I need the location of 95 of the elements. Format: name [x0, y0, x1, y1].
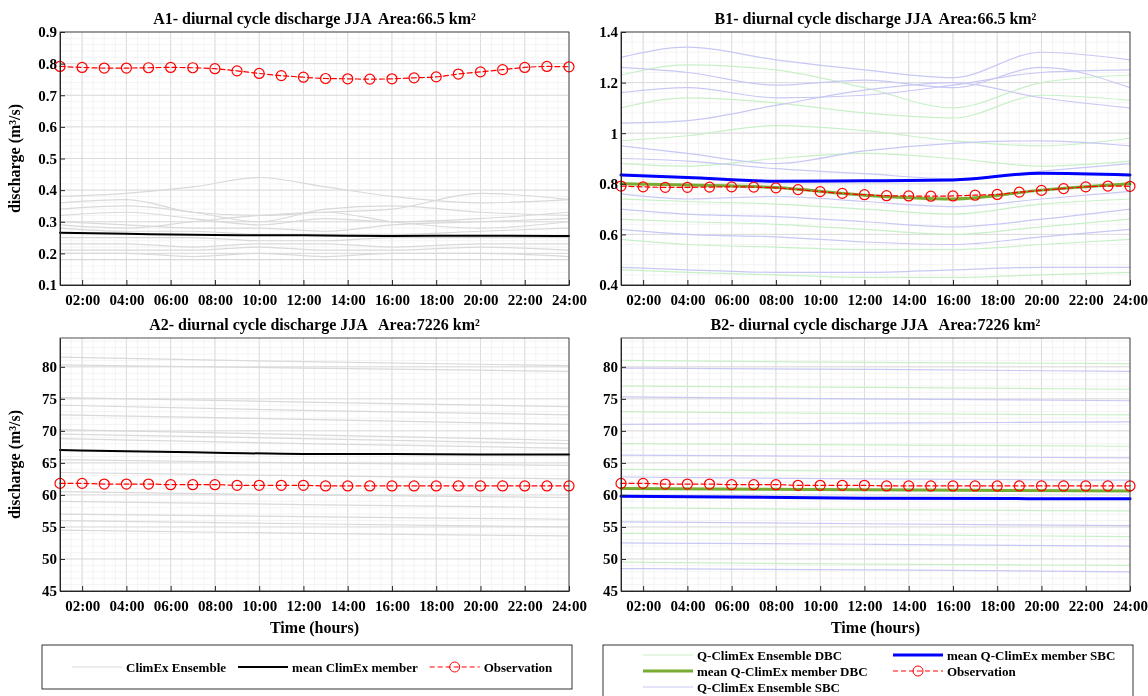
legend-label: Q-ClimEx Ensemble DBC: [697, 647, 843, 663]
x-tick-label: 16:00: [935, 597, 971, 614]
x-tick-label: 16:00: [374, 597, 410, 614]
x-tick-label: 08:00: [758, 597, 794, 614]
y-tick-label: 60: [603, 487, 618, 504]
x-tick-label: 10:00: [803, 597, 839, 614]
legend-label: mean ClimEx member: [292, 659, 418, 675]
x-tick-label: 20:00: [463, 597, 499, 614]
x-tick-label: 22:00: [507, 597, 543, 614]
x-tick-label: 08:00: [197, 597, 233, 614]
y-tick-label: 50: [42, 551, 57, 568]
y-tick-label: 50: [603, 551, 618, 568]
legend-label: Observation: [483, 659, 554, 675]
x-tick-label: 16:00: [935, 291, 971, 308]
x-tick-label: 18:00: [419, 597, 455, 614]
x-tick-label: 04:00: [670, 597, 706, 614]
x-tick-label: 12:00: [847, 597, 883, 614]
y-tick-label: 70: [42, 423, 57, 440]
y-tick-label: 0.6: [599, 226, 619, 243]
y-tick-label: 0.1: [38, 277, 57, 294]
y-axis-title: discharge (m³/s): [6, 409, 24, 520]
chart-title: B2- diurnal cycle discharge JJA Area:7226 km²: [710, 316, 1041, 334]
chart-title: B1- diurnal cycle discharge JJA Area:66.5 km²: [714, 10, 1037, 28]
legend-label: ClimEx Ensemble: [126, 659, 227, 675]
y-tick-label: 0.4: [599, 277, 619, 294]
y-tick-label: 0.8: [38, 55, 57, 72]
x-tick-label: 06:00: [153, 291, 189, 308]
y-tick-label: 1.4: [599, 24, 619, 41]
y-tick-label: 80: [603, 359, 618, 376]
y-tick-label: 70: [603, 423, 618, 440]
x-tick-label: 16:00: [374, 291, 410, 308]
x-tick-label: 10:00: [803, 291, 839, 308]
y-tick-label: 80: [42, 359, 57, 376]
x-tick-label: 08:00: [197, 291, 233, 308]
x-tick-label: 10:00: [242, 597, 278, 614]
x-tick-label: 14:00: [891, 597, 927, 614]
x-tick-label: 14:00: [891, 291, 927, 308]
x-tick-label: 14:00: [330, 597, 366, 614]
y-tick-label: 1.2: [599, 74, 618, 91]
legend-label: mean Q-ClimEx member DBC: [697, 663, 868, 679]
x-tick-label: 10:00: [242, 291, 278, 308]
x-tick-label: 04:00: [109, 291, 145, 308]
x-tick-label: 02:00: [65, 597, 101, 614]
y-tick-label: 65: [603, 455, 618, 472]
x-tick-label: 06:00: [714, 597, 750, 614]
x-tick-label: 24:00: [1113, 597, 1148, 614]
legend-label: Observation: [947, 663, 1017, 679]
x-tick-label: 06:00: [153, 597, 189, 614]
x-tick-label: 06:00: [714, 291, 750, 308]
x-tick-label: 04:00: [109, 597, 145, 614]
chart-title: A1- diurnal cycle discharge JJA Area:66.5 km²: [153, 10, 477, 28]
x-tick-label: 02:00: [65, 291, 101, 308]
legend-label: Q-ClimEx Ensemble SBC: [697, 679, 841, 695]
y-tick-label: 60: [42, 487, 57, 504]
y-tick-label: 0.7: [38, 87, 58, 104]
x-tick-label: 22:00: [1068, 597, 1104, 614]
y-tick-label: 0.3: [38, 214, 57, 231]
x-tick-label: 12:00: [847, 291, 883, 308]
y-tick-label: 55: [42, 519, 57, 536]
x-tick-label: 24:00: [1113, 291, 1148, 308]
x-tick-label: 14:00: [330, 291, 366, 308]
y-tick-label: 1: [610, 125, 618, 142]
y-tick-label: 0.9: [38, 24, 57, 41]
y-tick-label: 0.2: [38, 245, 57, 262]
x-tick-label: 22:00: [1068, 291, 1104, 308]
y-tick-label: 55: [603, 519, 618, 536]
x-tick-label: 18:00: [419, 291, 455, 308]
y-tick-label: 65: [42, 455, 57, 472]
x-tick-label: 12:00: [286, 291, 322, 308]
x-tick-label: 20:00: [463, 291, 499, 308]
y-tick-label: 75: [603, 391, 618, 408]
y-axis-title: discharge (m³/s): [6, 103, 24, 214]
x-tick-label: 24:00: [552, 597, 587, 614]
y-tick-label: 75: [42, 391, 57, 408]
x-axis-title: Time (hours): [269, 619, 360, 637]
x-tick-label: 02:00: [626, 291, 662, 308]
x-tick-label: 24:00: [552, 291, 587, 308]
y-tick-label: 45: [42, 583, 57, 600]
y-tick-label: 0.4: [38, 182, 58, 199]
x-tick-label: 22:00: [507, 291, 543, 308]
y-tick-label: 0.6: [38, 119, 58, 136]
y-tick-label: 45: [603, 583, 618, 600]
chart-title: A2- diurnal cycle discharge JJA Area:7226 km²: [149, 316, 481, 334]
x-tick-label: 18:00: [980, 597, 1016, 614]
x-tick-label: 18:00: [980, 291, 1016, 308]
y-tick-label: 0.5: [38, 150, 57, 167]
x-tick-label: 08:00: [758, 291, 794, 308]
x-tick-label: 02:00: [626, 597, 662, 614]
x-tick-label: 12:00: [286, 597, 322, 614]
y-tick-label: 0.8: [599, 176, 618, 193]
legend-label: mean Q-ClimEx member SBC: [947, 647, 1116, 663]
x-tick-label: 20:00: [1024, 291, 1060, 308]
x-tick-label: 20:00: [1024, 597, 1060, 614]
x-tick-label: 04:00: [670, 291, 706, 308]
x-axis-title: Time (hours): [830, 619, 921, 637]
